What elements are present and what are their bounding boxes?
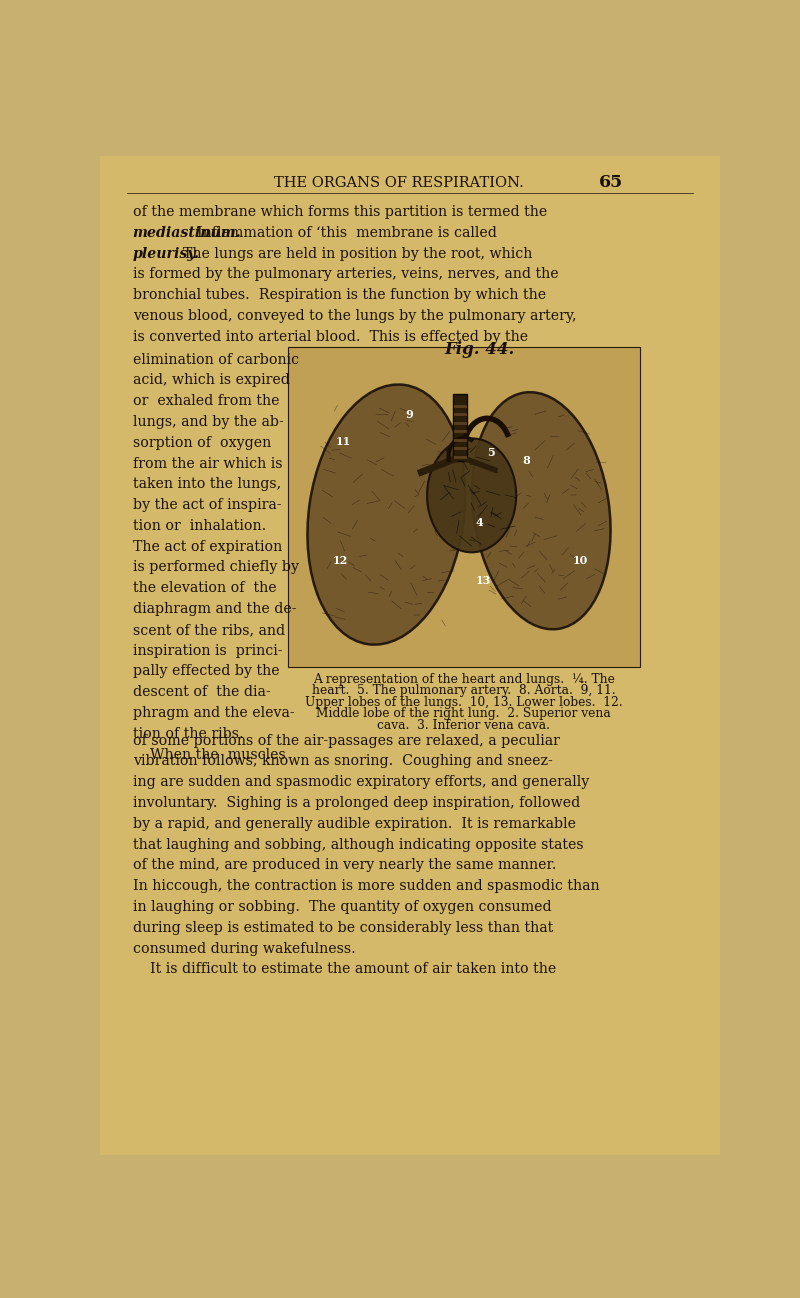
Text: acid, which is expired: acid, which is expired	[133, 374, 290, 387]
Text: THE ORGANS OF RESPIRATION.: THE ORGANS OF RESPIRATION.	[274, 175, 523, 190]
Text: 4: 4	[475, 517, 483, 528]
Text: tion or  inhalation.: tion or inhalation.	[133, 519, 266, 533]
Text: 11: 11	[336, 436, 351, 447]
Text: Middle lobe of the right lung.  2. Superior vena: Middle lobe of the right lung. 2. Superi…	[317, 707, 611, 720]
Text: of the mind, are produced in very nearly the same manner.: of the mind, are produced in very nearly…	[133, 858, 556, 872]
Text: from the air which is: from the air which is	[133, 457, 282, 471]
Text: by the act of inspira-: by the act of inspira-	[133, 498, 281, 513]
Text: descent of  the dia-: descent of the dia-	[133, 685, 270, 700]
Text: diaphragm and the de-: diaphragm and the de-	[133, 602, 296, 617]
Text: sorption of  oxygen: sorption of oxygen	[133, 436, 270, 449]
Text: 5: 5	[487, 448, 495, 458]
Text: Inflammation of ‘this  membrane is called: Inflammation of ‘this membrane is called	[188, 226, 498, 240]
Text: vibration follows, known as snoring.  Coughing and sneez-: vibration follows, known as snoring. Cou…	[133, 754, 552, 768]
Text: 12: 12	[332, 556, 347, 566]
Text: scent of the ribs, and: scent of the ribs, and	[133, 623, 285, 637]
Text: consumed during wakefulness.: consumed during wakefulness.	[133, 941, 355, 955]
Text: involuntary.  Sighing is a prolonged deep inspiration, followed: involuntary. Sighing is a prolonged deep…	[133, 796, 580, 810]
Text: 13: 13	[475, 575, 491, 585]
Text: is performed chiefly by: is performed chiefly by	[133, 561, 298, 575]
Text: ing are sudden and spasmodic expiratory efforts, and generally: ing are sudden and spasmodic expiratory …	[133, 775, 589, 789]
Text: 65: 65	[599, 174, 624, 191]
FancyBboxPatch shape	[287, 347, 640, 667]
Text: Upper lobes of the lungs.  10, 13. Lower lobes.  12.: Upper lobes of the lungs. 10, 13. Lower …	[305, 696, 622, 709]
Ellipse shape	[472, 392, 610, 630]
Text: 8: 8	[522, 456, 530, 466]
Text: The lungs are held in position by the root, which: The lungs are held in position by the ro…	[174, 247, 533, 261]
Text: heart.  5. The pulmonary artery.  8. Aorta.  9, 11.: heart. 5. The pulmonary artery. 8. Aorta…	[312, 684, 616, 697]
Text: that laughing and sobbing, although indicating opposite states: that laughing and sobbing, although indi…	[133, 837, 583, 851]
Text: lungs, and by the ab-: lungs, and by the ab-	[133, 415, 283, 428]
Text: mediastinum.: mediastinum.	[133, 226, 241, 240]
Text: When the  muscles: When the muscles	[150, 748, 286, 762]
Text: bronchial tubes.  Respiration is the function by which the: bronchial tubes. Respiration is the func…	[133, 288, 546, 302]
Text: 9: 9	[406, 409, 414, 421]
Text: venous blood, conveyed to the lungs by the pulmonary artery,: venous blood, conveyed to the lungs by t…	[133, 309, 576, 323]
Text: 10: 10	[573, 556, 588, 566]
Text: pally effected by the: pally effected by the	[133, 665, 279, 679]
Text: or  exhaled from the: or exhaled from the	[133, 395, 279, 408]
Text: A representation of the heart and lungs.  ¼. The: A representation of the heart and lungs.…	[313, 672, 614, 685]
Text: It is difficult to estimate the amount of air taken into the: It is difficult to estimate the amount o…	[150, 962, 556, 976]
Text: of some portions of the air-passages are relaxed, a peculiar: of some portions of the air-passages are…	[133, 733, 559, 748]
Text: phragm and the eleva-: phragm and the eleva-	[133, 706, 294, 720]
Text: cava.  3. Inferior vena cava.: cava. 3. Inferior vena cava.	[378, 719, 550, 732]
Text: by a rapid, and generally audible expiration.  It is remarkable: by a rapid, and generally audible expira…	[133, 816, 575, 831]
Text: inspiration is  princi-: inspiration is princi-	[133, 644, 282, 658]
Text: of the membrane which forms this partition is termed the: of the membrane which forms this partiti…	[133, 205, 547, 219]
Text: taken into the lungs,: taken into the lungs,	[133, 478, 281, 492]
Text: Fig. 44.: Fig. 44.	[445, 340, 515, 358]
Ellipse shape	[427, 439, 516, 553]
FancyBboxPatch shape	[100, 156, 720, 1155]
Text: is converted into arterial blood.  This is effected by the: is converted into arterial blood. This i…	[133, 330, 528, 344]
Text: tion of the ribs.: tion of the ribs.	[133, 727, 243, 741]
Text: pleurisy.: pleurisy.	[133, 247, 199, 261]
Text: is formed by the pulmonary arteries, veins, nerves, and the: is formed by the pulmonary arteries, vei…	[133, 267, 558, 282]
Ellipse shape	[307, 384, 466, 645]
Text: The act of expiration: The act of expiration	[133, 540, 282, 554]
Text: in laughing or sobbing.  The quantity of oxygen consumed: in laughing or sobbing. The quantity of …	[133, 900, 551, 914]
FancyBboxPatch shape	[453, 395, 467, 462]
Text: during sleep is estimated to be considerably less than that: during sleep is estimated to be consider…	[133, 920, 553, 935]
Text: In hiccough, the contraction is more sudden and spasmodic than: In hiccough, the contraction is more sud…	[133, 879, 599, 893]
Text: elimination of carbonic: elimination of carbonic	[133, 353, 298, 366]
Text: the elevation of  the: the elevation of the	[133, 582, 276, 596]
